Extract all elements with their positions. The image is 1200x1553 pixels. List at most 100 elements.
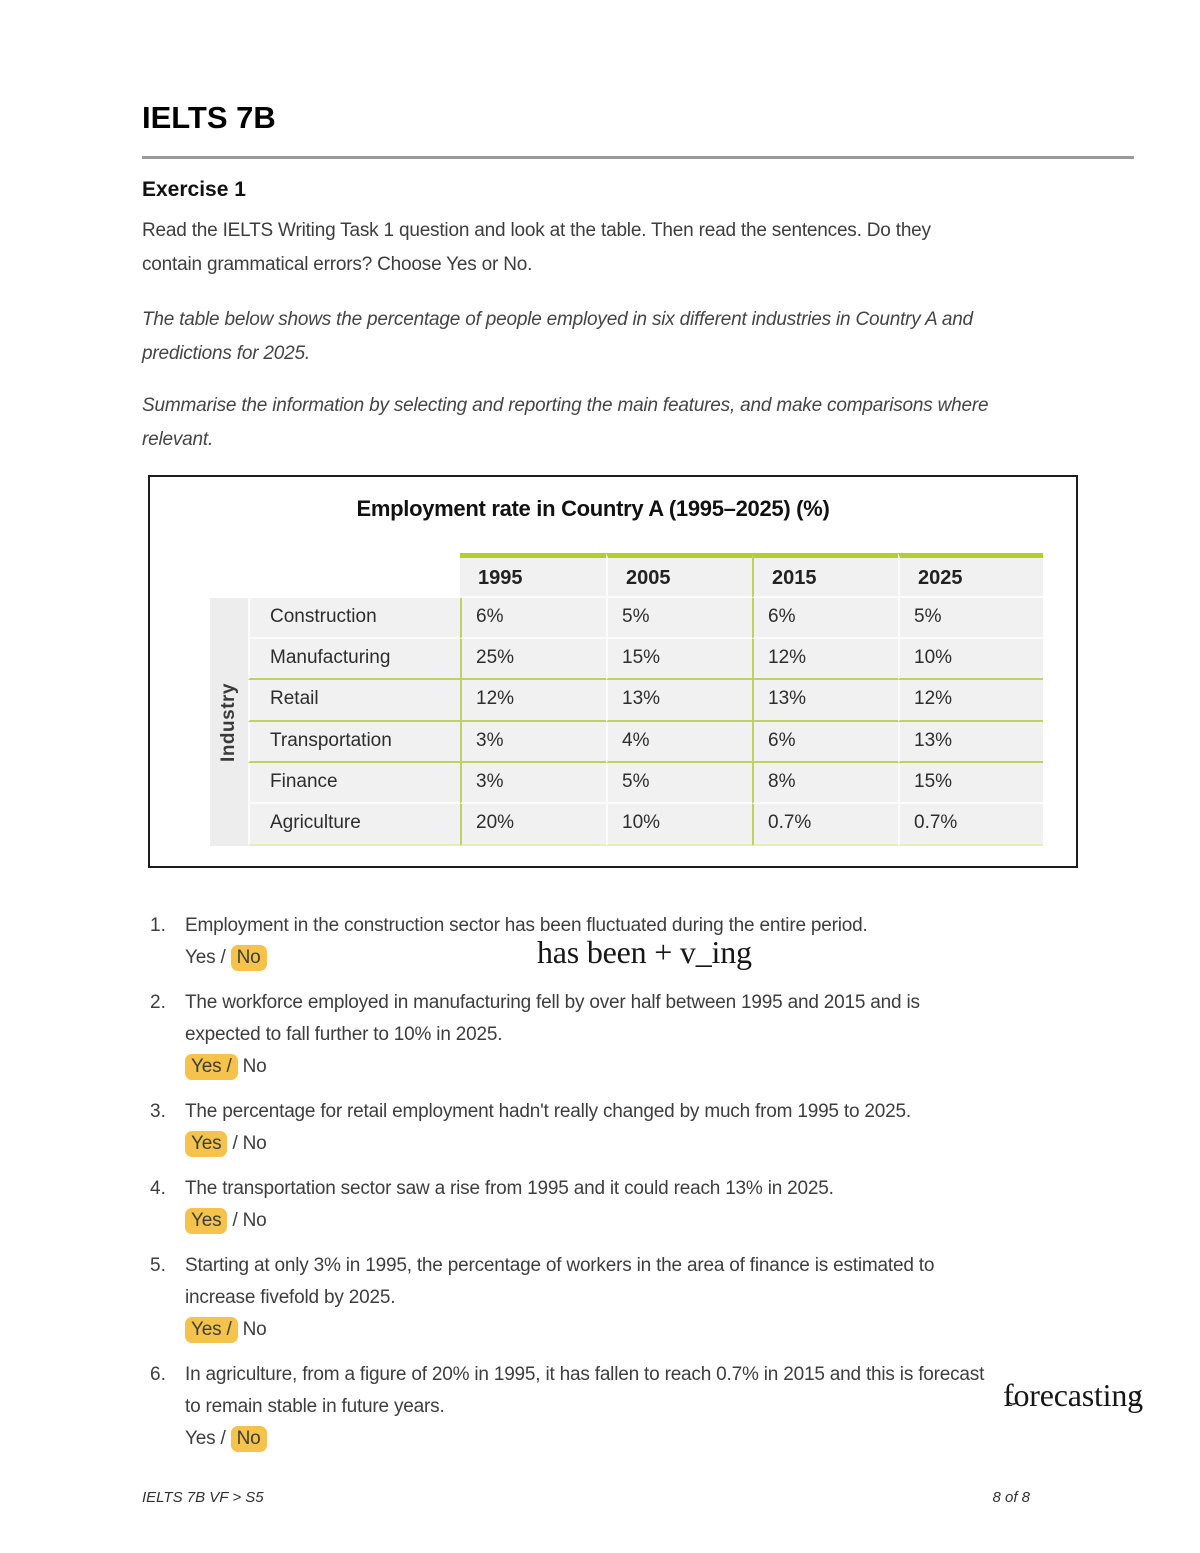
row-label: Transportation [248, 722, 460, 763]
question-5: 5. Starting at only 3% in 1995, the perc… [142, 1250, 1134, 1346]
prompt-line: relevant. [142, 429, 214, 450]
question-body: The workforce employed in manufacturing … [185, 987, 1134, 1083]
prompt-line: The table below shows the percentage of … [142, 309, 973, 330]
value-cell: 13% [752, 680, 898, 722]
value-cell: 15% [898, 763, 1043, 804]
answer-highlight: No [230, 945, 267, 971]
question-text-line: Employment in the construction sector ha… [185, 915, 868, 936]
question-number: 1. [150, 915, 166, 936]
question-6: 6. In agriculture, from a figure of 20% … [142, 1359, 1143, 1455]
value-cell: 10% [606, 804, 752, 846]
answer-suffix: No [237, 1056, 267, 1077]
answer-highlight: Yes / [185, 1317, 238, 1343]
row-label: Retail [248, 680, 460, 722]
question-body: Employment in the construction sector ha… [185, 910, 1134, 974]
instruction-line: Read the IELTS Writing Task 1 question a… [142, 220, 931, 241]
instruction-line: contain grammatical errors? Choose Yes o… [142, 254, 533, 275]
question-text-line: expected to fall further to 10% in 2025. [185, 1024, 503, 1045]
value-cell: 13% [898, 722, 1043, 763]
value-cell: 3% [460, 763, 606, 804]
row-label: Agriculture [248, 804, 460, 846]
section-divider [142, 156, 1134, 159]
grammar-annotation: forecasting [1003, 1377, 1143, 1413]
value-cell: 4% [606, 722, 752, 763]
answer-suffix: No [237, 1319, 267, 1340]
answer-suffix: / No [227, 1133, 267, 1154]
answer-highlight: Yes / [185, 1054, 238, 1080]
table-corner-spacer [210, 553, 460, 598]
question-body: In agriculture, from a figure of 20% in … [185, 1359, 1143, 1455]
question-body: The transportation sector saw a rise fro… [185, 1173, 1134, 1237]
annotation-mark-icon [1005, 1387, 1019, 1419]
question-text-line: Starting at only 3% in 1995, the percent… [185, 1255, 935, 1276]
value-cell: 15% [606, 639, 752, 680]
prompt-line: Summarise the information by selecting a… [142, 395, 989, 416]
value-cell: 6% [752, 598, 898, 639]
question-text-line: The transportation sector saw a rise fro… [185, 1178, 834, 1199]
footer-right: 8 of 8 [992, 1489, 1030, 1506]
question-text-line: increase fivefold by 2025. [185, 1287, 396, 1308]
value-cell: 12% [460, 680, 606, 722]
answer-options: Yes / No [185, 1051, 1134, 1083]
instructions-paragraph: Read the IELTS Writing Task 1 question a… [142, 214, 1134, 282]
employment-table: 1995 2005 2015 2025 Industry Constructio… [210, 553, 1043, 846]
value-cell: 6% [460, 598, 606, 639]
answer-suffix: / No [227, 1210, 267, 1231]
question-4: 4. The transportation sector saw a rise … [142, 1173, 1134, 1237]
question-text-line: The percentage for retail employment had… [185, 1101, 911, 1122]
grammar-annotation: has been + v_ing [537, 934, 752, 970]
value-cell: 0.7% [898, 804, 1043, 846]
question-text-line: In agriculture, from a figure of 20% in … [185, 1364, 985, 1385]
value-cell: 13% [606, 680, 752, 722]
question-1: 1. Employment in the construction sector… [142, 910, 1134, 974]
question-number: 3. [150, 1101, 166, 1122]
value-cell: 12% [752, 639, 898, 680]
row-label: Finance [248, 763, 460, 804]
question-2: 2. The workforce employed in manufacturi… [142, 987, 1134, 1083]
page-title: IELTS 7B [142, 100, 276, 135]
industry-axis-cell: Industry [210, 598, 248, 846]
answer-options: Yes / No [185, 942, 1134, 974]
page-footer: IELTS 7B VF > S5 8 of 8 [142, 1489, 1030, 1506]
row-label: Manufacturing [248, 639, 460, 680]
value-cell: 5% [606, 598, 752, 639]
value-cell: 0.7% [752, 804, 898, 846]
answer-options: Yes / No [185, 1423, 1134, 1455]
prompt-line: predictions for 2025. [142, 343, 310, 364]
value-cell: 5% [606, 763, 752, 804]
answer-options: Yes / No [185, 1128, 1134, 1160]
value-cell: 6% [752, 722, 898, 763]
year-header: 2025 [898, 553, 1043, 598]
question-number: 2. [150, 992, 166, 1013]
question-number: 4. [150, 1178, 166, 1199]
question-3: 3. The percentage for retail employment … [142, 1096, 1134, 1160]
value-cell: 12% [898, 680, 1043, 722]
answer-options: Yes / No [185, 1205, 1134, 1237]
value-cell: 8% [752, 763, 898, 804]
annotation-mark-icon [1131, 1384, 1143, 1416]
value-cell: 10% [898, 639, 1043, 680]
footer-left: IELTS 7B VF > S5 [142, 1489, 264, 1506]
page-content: IELTS 7B Exercise 1 Read the IELTS Writi… [142, 100, 1143, 1468]
answer-highlight: Yes [185, 1131, 228, 1157]
task-prompt-paragraph: The table below shows the percentage of … [142, 303, 1134, 371]
figure-title: Employment rate in Country A (1995–2025)… [356, 496, 830, 521]
row-label: Construction [248, 598, 460, 639]
year-header: 2015 [752, 553, 898, 598]
question-text-line: The workforce employed in manufacturing … [185, 992, 920, 1013]
question-number: 5. [150, 1255, 166, 1276]
value-cell: 20% [460, 804, 606, 846]
employment-table-figure: Employment rate in Country A (1995–2025)… [148, 475, 1078, 868]
answer-highlight: No [230, 1426, 267, 1452]
value-cell: 25% [460, 639, 606, 680]
answer-prefix: Yes / [185, 947, 231, 968]
question-text-line: to remain stable in future years. [185, 1396, 445, 1417]
exercise-heading: Exercise 1 [142, 178, 246, 201]
question-number: 6. [150, 1364, 166, 1385]
industry-axis-label: Industry [218, 682, 239, 762]
question-body: The percentage for retail employment had… [185, 1096, 1134, 1160]
question-body: Starting at only 3% in 1995, the percent… [185, 1250, 1134, 1346]
year-header: 2005 [606, 553, 752, 598]
question-list: 1. Employment in the construction sector… [142, 910, 1143, 1455]
